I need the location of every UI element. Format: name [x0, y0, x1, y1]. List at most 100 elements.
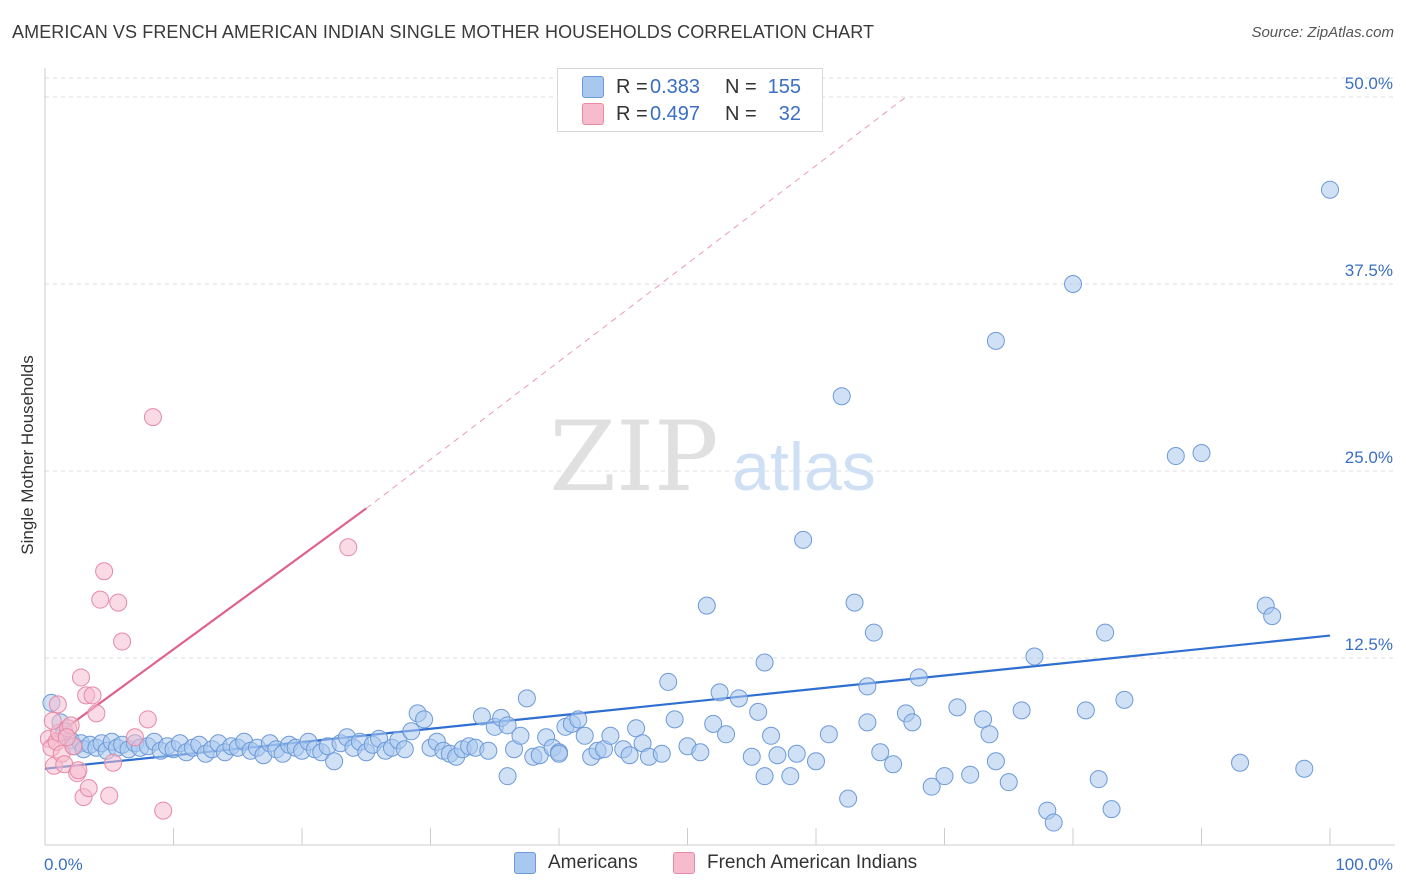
americans-point — [627, 719, 646, 738]
tick-label-layer: 12.5% 25.0% 37.5% 50.0% 0.0% 100.0% — [44, 74, 1393, 874]
americans-point — [807, 752, 825, 771]
series-legend-french-american-indians[interactable]: French American Indians — [673, 852, 917, 874]
french-american-indians-point — [71, 668, 90, 687]
french-american-indians-legend-label: French American Indians — [707, 852, 918, 873]
french-american-indians-point — [113, 632, 132, 651]
americans-point — [832, 387, 851, 406]
americans-point — [1263, 607, 1282, 626]
americans-point — [395, 740, 414, 759]
french-american-indians-point — [91, 590, 110, 609]
americans-point — [986, 752, 1005, 771]
americans-point — [845, 593, 864, 612]
americans-point — [550, 744, 568, 763]
y-tick-label: 37.5% — [1345, 261, 1393, 280]
americans-point — [517, 689, 536, 708]
watermark-zip: ZIP — [549, 401, 718, 513]
americans-point — [415, 710, 434, 729]
americans-point — [1012, 701, 1031, 720]
americans-point — [974, 710, 993, 729]
americans-point — [652, 744, 671, 763]
french-american-indians-point — [43, 711, 62, 730]
americans-r-value: 0.383 — [650, 75, 701, 98]
americans-point — [601, 726, 620, 745]
french-american-indians-trend-line — [44, 507, 367, 745]
french-american-indians-point — [138, 710, 157, 729]
americans-n-value: 155 — [767, 75, 801, 98]
americans-point — [325, 752, 344, 771]
x-tick-label-min: 0.0% — [44, 855, 83, 874]
grid-layer — [45, 77, 1395, 659]
americans-point — [575, 726, 594, 745]
americans-point — [768, 746, 787, 765]
americans-point — [479, 741, 498, 760]
americans-point — [999, 773, 1018, 792]
french-american-indians-swatch — [582, 103, 604, 125]
americans-point — [749, 702, 768, 721]
americans-point — [986, 331, 1005, 350]
americans-legend-swatch — [514, 852, 536, 874]
americans-point — [794, 530, 813, 549]
americans-point — [511, 726, 530, 745]
americans-point — [1166, 447, 1185, 466]
americans-point — [665, 710, 684, 729]
axis-layer — [44, 68, 1395, 846]
americans-point — [787, 744, 806, 763]
y-tick-label: 12.5% — [1345, 635, 1393, 654]
french-american-indians-point — [125, 728, 144, 747]
french-american-indians-trend-extension — [365, 96, 907, 509]
french-american-indians-point — [109, 593, 128, 612]
americans-point — [1192, 444, 1211, 463]
french-american-indians-point — [69, 761, 88, 780]
americans-point — [858, 677, 877, 696]
americans-point — [1102, 800, 1121, 819]
americans-point — [819, 725, 838, 744]
americans-point — [498, 716, 517, 735]
legend-row-americans: R = 0.383 N = 155 — [582, 75, 801, 99]
watermark: ZIP atlas — [549, 401, 875, 513]
x-tick-label-max: 100.0% — [1335, 855, 1393, 874]
french-american-indians-r-value: 0.497 — [650, 102, 701, 125]
americans-point — [1231, 753, 1250, 772]
correlation-legend: R = 0.383 N = 155 R = 0.497 N = 32 — [557, 68, 823, 132]
legend-row-french-american-indians: R = 0.497 N = 32 — [582, 102, 801, 126]
french-american-indians-point — [100, 786, 119, 805]
americans-point — [691, 743, 710, 762]
series-legend: Americans French American Indians — [0, 852, 1406, 878]
y-tick-label: 25.0% — [1345, 448, 1393, 467]
americans-point — [472, 707, 491, 726]
americans-point — [742, 747, 761, 766]
americans-point — [729, 689, 748, 708]
french-american-indians-point — [95, 562, 114, 581]
americans-point — [1295, 759, 1314, 778]
chart-title: AMERICAN VS FRENCH AMERICAN INDIAN SINGL… — [12, 22, 875, 42]
americans-point — [569, 710, 588, 729]
americans-point — [1321, 180, 1339, 199]
americans-point — [781, 767, 800, 786]
americans-point — [755, 767, 774, 786]
americans-point — [839, 789, 858, 808]
series-legend-americans[interactable]: Americans — [514, 852, 638, 874]
french-american-indians-point — [104, 753, 123, 772]
n-label: N = — [725, 102, 757, 125]
americans-point — [402, 722, 421, 741]
americans-point — [1064, 275, 1082, 293]
americans-point — [498, 767, 517, 786]
americans-point — [858, 713, 877, 732]
r-label: R = — [616, 102, 648, 125]
americans-point — [909, 668, 928, 687]
americans-point — [871, 743, 890, 762]
americans-point — [659, 672, 678, 691]
americans-point — [762, 726, 781, 745]
americans-point — [1076, 701, 1095, 720]
americans-point — [948, 698, 967, 717]
americans-swatch — [582, 76, 604, 98]
americans-point — [935, 767, 954, 786]
americans-point — [620, 746, 639, 765]
americans-point — [755, 653, 774, 672]
watermark-atlas: atlas — [732, 429, 876, 505]
americans-point — [864, 623, 883, 642]
french-american-indians-point — [57, 728, 76, 747]
americans-point — [903, 713, 922, 732]
french-american-indians-point — [143, 408, 162, 427]
